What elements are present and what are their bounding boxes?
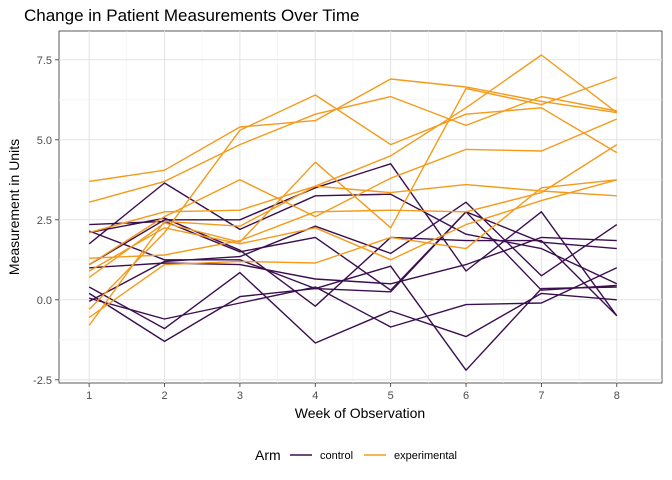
legend-title: Arm <box>255 447 281 463</box>
series-lines <box>88 54 618 371</box>
series-line-experimental-20 <box>88 179 617 318</box>
series-line-control-9 <box>89 267 618 328</box>
series-line-experimental-11 <box>89 78 617 183</box>
x-axis-title: Week of Observation <box>295 405 425 421</box>
x-tick-label: 8 <box>614 390 620 402</box>
x-tick-label: 3 <box>237 390 243 402</box>
series-line-experimental-14 <box>88 76 618 278</box>
legend-label-experimental: experimental <box>394 450 457 462</box>
series-line-control-1 <box>88 211 617 343</box>
plot-panel <box>58 30 663 384</box>
x-tick-label: 7 <box>538 390 544 402</box>
series-line-control-7 <box>88 230 617 371</box>
series-line-control-8 <box>88 271 617 344</box>
series-line-experimental-13 <box>88 118 618 266</box>
y-tick-label: 0.0 <box>37 295 52 307</box>
legend: Arm control experimental <box>255 447 457 463</box>
y-axis-ticks: -2.5 0.0 2.5 5.0 7.5 <box>33 55 59 387</box>
y-tick-label: 5.0 <box>37 135 52 147</box>
series-line-experimental-16 <box>88 54 618 326</box>
y-tick-label: 2.5 <box>37 215 52 227</box>
x-tick-label: 4 <box>312 390 318 402</box>
series-line-control-5 <box>88 201 618 303</box>
series-line-control-10 <box>89 217 618 317</box>
y-tick-label: -2.5 <box>33 375 52 387</box>
series-line-experimental-15 <box>88 94 618 310</box>
series-line-experimental-17 <box>89 144 618 259</box>
x-tick-label: 1 <box>86 390 92 402</box>
x-tick-label: 6 <box>463 390 469 402</box>
x-tick-label: 2 <box>161 390 167 402</box>
grid-lines <box>59 31 662 383</box>
y-axis-title: Measurement in Units <box>6 139 22 275</box>
y-tick-label: 7.5 <box>37 55 52 67</box>
chart-title: Change in Patient Measurements Over Time <box>24 6 359 25</box>
x-tick-label: 5 <box>388 390 394 402</box>
series-line-control-4 <box>89 236 617 285</box>
series-line-experimental-19 <box>88 179 617 272</box>
series-line-experimental-18 <box>89 183 617 234</box>
legend-label-control: control <box>320 450 353 462</box>
x-axis-ticks: 1 2 3 4 5 6 7 8 <box>86 383 620 402</box>
series-line-control-3 <box>88 163 618 317</box>
